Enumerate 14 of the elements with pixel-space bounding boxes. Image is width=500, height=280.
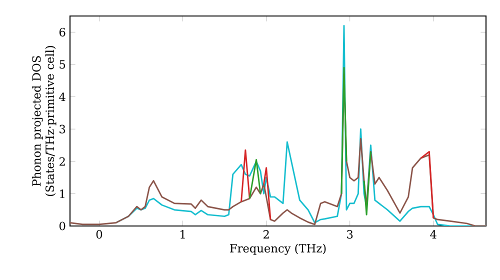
- x-tick-label: 4: [430, 230, 436, 238]
- y-tick-label: 3: [60, 124, 66, 134]
- x-tick-label: 1: [180, 230, 185, 238]
- y-tick-label: 5: [60, 60, 66, 69]
- y-axis-title: Phonon projected DOS (States/THz·primitive cell): [32, 46, 56, 196]
- x-axis-title: Frequency (THz): [230, 244, 326, 255]
- y-tick-label: 6: [60, 28, 66, 36]
- y-tick-label: 1: [60, 189, 64, 198]
- x-tick-label: 2: [263, 230, 269, 238]
- y-tick-label: 0: [60, 222, 66, 230]
- x-tick-label: 3: [347, 230, 353, 239]
- y-tick-label: 2: [60, 157, 65, 166]
- x-tick-label: 0: [96, 230, 102, 239]
- y-tick-label: 4: [59, 92, 66, 101]
